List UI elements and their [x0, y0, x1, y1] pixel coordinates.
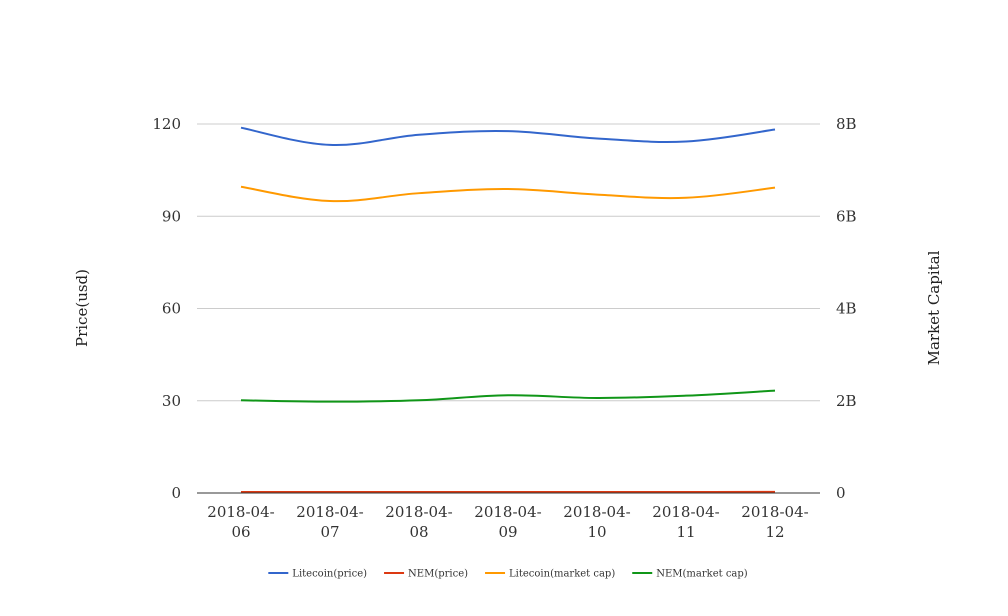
legend: Litecoin(price) NEM(price) Litecoin(market… — [268, 569, 748, 580]
series-line-litecoin-market-cap — [240, 185, 776, 203]
y-left-tick-label: 90 — [162, 207, 181, 225]
x-tick-label: 2018-04-08 — [385, 503, 452, 541]
x-tick-label: 2018-04-07 — [296, 503, 363, 541]
y-right-tick-label: 4B — [836, 300, 857, 318]
series-line-litecoin-price — [240, 126, 776, 147]
series-line-nem-market-cap — [240, 389, 776, 403]
legend-item[interactable]: NEM(market cap) — [632, 569, 748, 580]
x-tick-label: 2018-04-11 — [652, 503, 719, 541]
grid-lines — [197, 123, 820, 402]
y-left-tick-label: 120 — [152, 115, 181, 133]
y-left-tick-label: 60 — [162, 300, 181, 318]
x-tick-label: 2018-04-12 — [741, 503, 808, 541]
legend-label: Litecoin(price) — [292, 569, 367, 580]
legend-label: NEM(price) — [408, 569, 468, 580]
y-axis-left-title: Price(usd) — [73, 269, 91, 347]
legend-label: Litecoin(market cap) — [509, 569, 615, 580]
legend-item[interactable]: NEM(price) — [384, 569, 468, 580]
y-left-tick-label: 30 — [162, 392, 181, 410]
series-lines — [240, 126, 776, 494]
legend-item[interactable]: Litecoin(market cap) — [485, 569, 615, 580]
legend-item[interactable]: Litecoin(price) — [268, 569, 367, 580]
x-tick-label: 2018-04-09 — [474, 503, 541, 541]
x-tick-label: 2018-04-06 — [207, 503, 274, 541]
y-left-tick-label: 0 — [171, 484, 181, 502]
y-right-tick-label: 8B — [836, 115, 857, 133]
y-right-tick-label: 6B — [836, 207, 857, 225]
y-right-tick-label: 2B — [836, 392, 857, 410]
axes: 0 30 60 90 120 0 2B 4B 6B 8B 2018-04-06 2018-04-07 2… — [152, 115, 856, 541]
legend-label: NEM(market cap) — [656, 569, 748, 580]
y-axis-right-title: Market Capital — [925, 250, 943, 365]
y-right-tick-label: 0 — [836, 484, 846, 502]
x-tick-label: 2018-04-10 — [563, 503, 630, 541]
